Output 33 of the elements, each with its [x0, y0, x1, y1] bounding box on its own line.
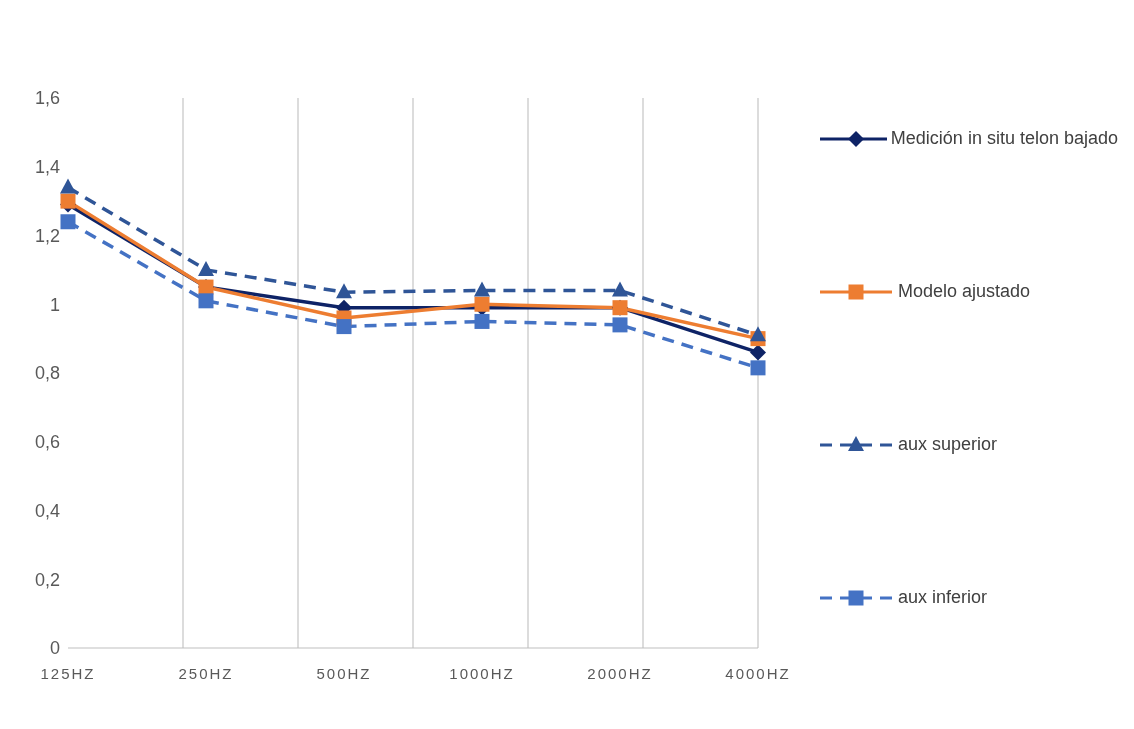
y-tick-label: 1,2 — [34, 225, 60, 246]
y-tick-label: 0,2 — [34, 569, 60, 590]
legend-label: Modelo ajustado — [898, 281, 1031, 302]
point — [198, 260, 214, 276]
legend-label: aux inferior — [898, 587, 988, 608]
legend-label: Medición in situ telon bajado — [890, 128, 1118, 149]
x-tick-label: 125HZ — [40, 664, 96, 682]
point — [612, 281, 628, 297]
point — [612, 317, 628, 333]
point — [750, 344, 766, 361]
x-tick-label: 2000HZ — [587, 664, 653, 682]
point — [198, 293, 214, 309]
x-tick-label: 4000HZ — [725, 664, 791, 682]
x-tick-label: 500HZ — [316, 664, 372, 682]
y-tick-label: 1,4 — [34, 157, 60, 178]
y-tick-label: 0,8 — [34, 363, 60, 384]
point — [336, 319, 352, 335]
y-tick-label: 1 — [49, 294, 60, 315]
point — [474, 313, 490, 329]
point — [336, 283, 352, 299]
point — [60, 178, 76, 194]
point — [60, 214, 76, 230]
x-tick-label: 250HZ — [178, 664, 234, 682]
x-tick-label: 1000HZ — [449, 664, 515, 682]
y-tick-label: 0,6 — [34, 432, 60, 453]
legend-label: aux superior — [898, 434, 998, 455]
point — [60, 193, 76, 209]
point — [750, 326, 766, 342]
point — [474, 281, 490, 297]
y-tick-label: 0 — [49, 638, 60, 659]
y-tick-label: 1,6 — [34, 88, 60, 109]
y-tick-label: 0,4 — [34, 500, 60, 521]
point — [750, 360, 766, 376]
